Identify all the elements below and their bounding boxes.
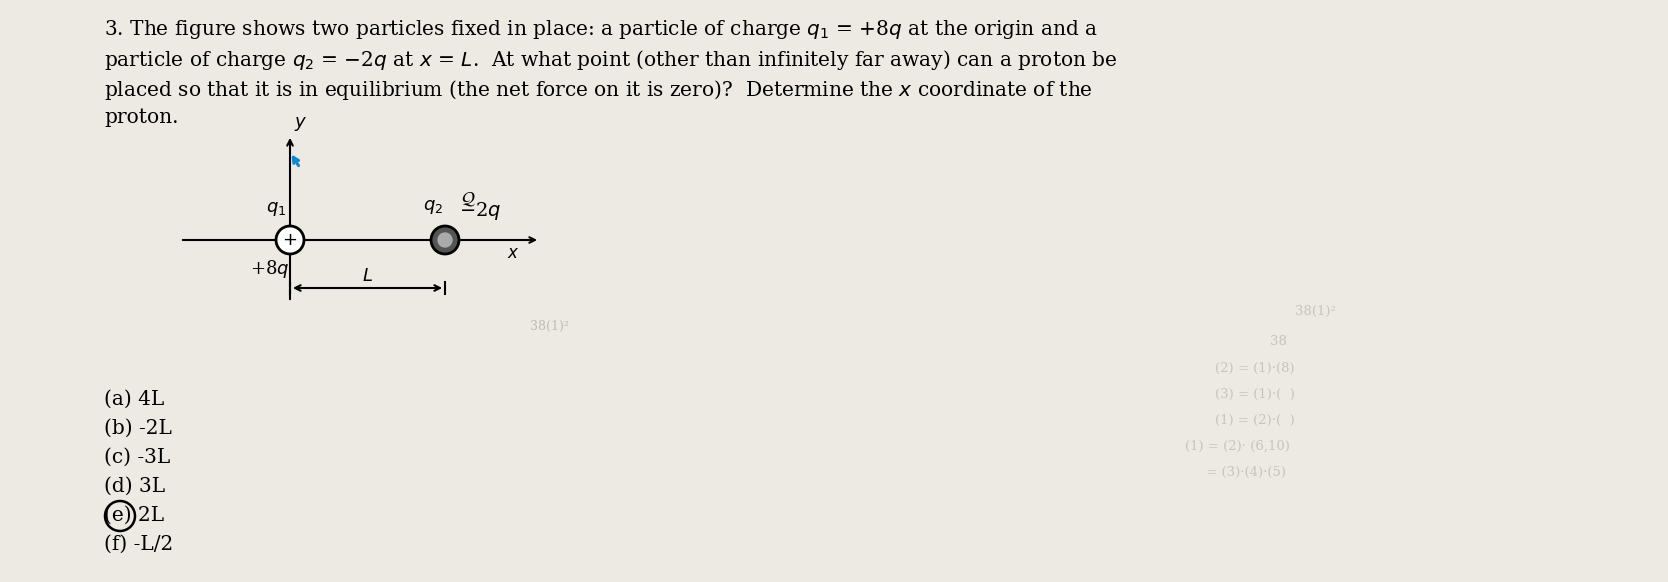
Text: $q_2$: $q_2$ <box>422 198 444 216</box>
Text: $L$: $L$ <box>362 267 374 285</box>
Text: (2) = (1)·(8): (2) = (1)·(8) <box>1214 362 1294 375</box>
Text: $q_1$: $q_1$ <box>265 200 285 218</box>
Text: (3) = (1)·(  ): (3) = (1)·( ) <box>1214 388 1294 401</box>
Text: $x$: $x$ <box>507 245 519 262</box>
Circle shape <box>275 226 304 254</box>
Text: 3. The figure shows two particles fixed in place: a particle of charge $q_1$ = +: 3. The figure shows two particles fixed … <box>103 18 1098 41</box>
Text: (1) = (2)·(  ): (1) = (2)·( ) <box>1214 414 1294 427</box>
Text: = (3)·(4)·(5): = (3)·(4)·(5) <box>1184 466 1286 479</box>
Text: $-$2$q$: $-$2$q$ <box>459 200 502 222</box>
Text: (e) 2L: (e) 2L <box>103 506 163 525</box>
Text: $+$: $+$ <box>282 231 297 249</box>
Text: proton.: proton. <box>103 108 178 127</box>
Circle shape <box>430 226 459 254</box>
Circle shape <box>439 233 452 247</box>
Text: +8$q$: +8$q$ <box>250 258 289 280</box>
Text: (f) -L/2: (f) -L/2 <box>103 535 173 554</box>
Text: 38(1)²: 38(1)² <box>1294 305 1336 318</box>
Text: (1) = (2)· (6,10): (1) = (2)· (6,10) <box>1184 440 1289 453</box>
Text: particle of charge $q_2$ = $-$2$q$ at $x$ = $L$.  At what point (other than infi: particle of charge $q_2$ = $-$2$q$ at $x… <box>103 48 1118 72</box>
Text: $\mathcal{Q}$: $\mathcal{Q}$ <box>460 190 475 208</box>
Text: (a) 4L: (a) 4L <box>103 390 163 409</box>
Text: $y$: $y$ <box>294 115 307 133</box>
Text: (b) -2L: (b) -2L <box>103 419 172 438</box>
Text: 38: 38 <box>1269 335 1288 348</box>
Text: 38(1)²: 38(1)² <box>530 320 569 333</box>
Text: placed so that it is in equilibrium (the net force on it is zero)?  Determine th: placed so that it is in equilibrium (the… <box>103 78 1093 102</box>
Text: (c) -3L: (c) -3L <box>103 448 170 467</box>
Text: (d) 3L: (d) 3L <box>103 477 165 496</box>
